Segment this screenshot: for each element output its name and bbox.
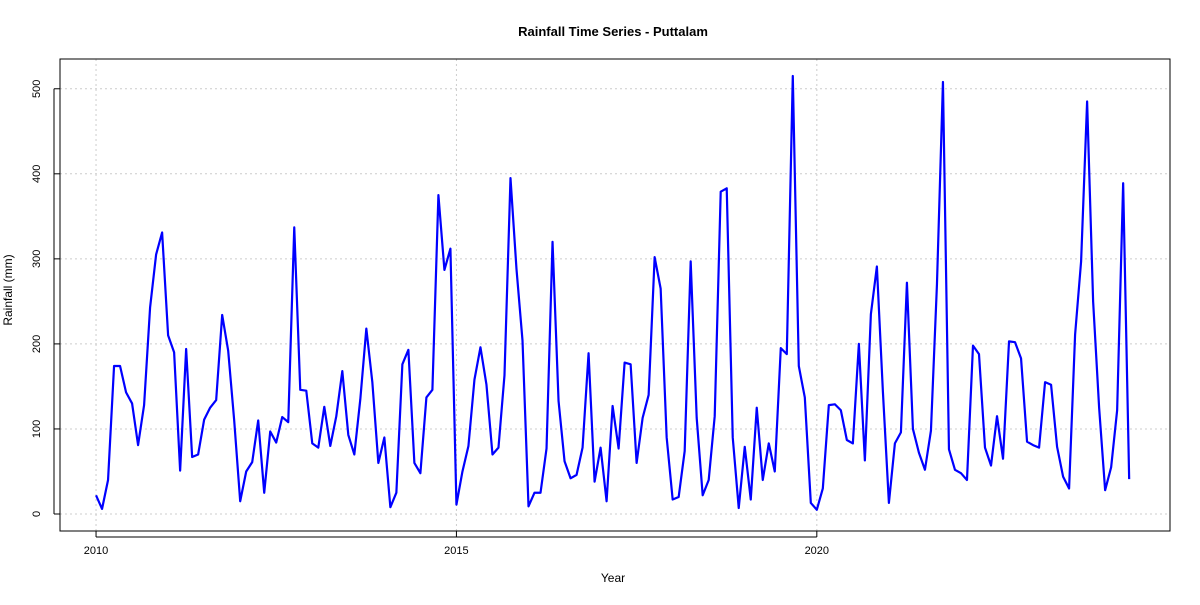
rainfall-series-line	[95, 74, 1131, 511]
y-tick-label: 200	[31, 335, 43, 353]
y-tick-label: 100	[31, 420, 43, 438]
y-tick-label: 300	[31, 250, 43, 268]
x-axis: 2010 2015 2020	[84, 531, 829, 557]
y-axis: 0 100 200 300 400 500	[31, 80, 60, 517]
grid-lines	[60, 59, 1170, 531]
y-tick-label: 400	[31, 165, 43, 183]
y-axis-label: Rainfall (mm)	[1, 254, 15, 325]
series-group	[95, 74, 1131, 511]
chart-title: Rainfall Time Series - Puttalam	[518, 24, 708, 39]
y-tick-label: 500	[31, 80, 43, 98]
x-tick-label: 2010	[84, 545, 108, 557]
x-tick-label: 2015	[444, 545, 468, 557]
x-axis-label: Year	[601, 571, 625, 585]
plot-frame	[59, 58, 1171, 532]
x-tick-label: 2020	[805, 545, 829, 557]
y-tick-label: 0	[31, 511, 43, 517]
